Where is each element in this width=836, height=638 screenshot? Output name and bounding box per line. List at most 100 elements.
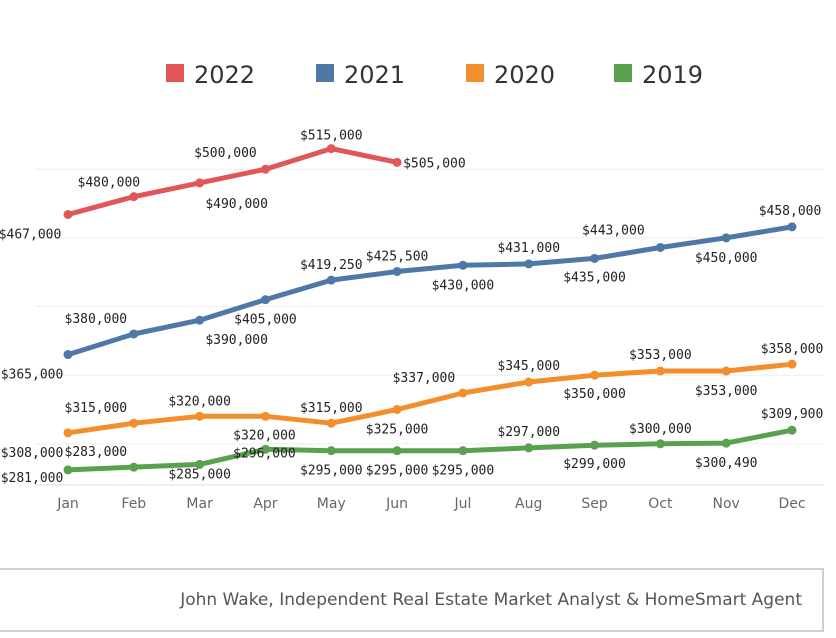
x-tick-label: Aug	[515, 496, 542, 512]
data-point	[195, 315, 205, 325]
legend-item: 2021	[316, 61, 405, 89]
data-label: $296,000	[233, 446, 296, 461]
data-point	[326, 418, 336, 428]
x-tick-label: Oct	[648, 496, 673, 512]
series-line	[65, 427, 795, 473]
data-point	[458, 446, 468, 456]
x-tick-label: Nov	[713, 496, 740, 512]
data-label: $300,000	[629, 422, 692, 437]
legend-label: 2019	[642, 61, 703, 89]
data-label: $308,000	[1, 446, 64, 461]
data-point	[260, 164, 270, 174]
x-tick-label: Feb	[121, 496, 146, 512]
data-label: $419,250	[300, 258, 363, 273]
legend-swatch	[316, 64, 334, 82]
series-lines	[65, 146, 795, 473]
data-label: $505,000	[403, 156, 466, 171]
line-chart: 2022 2021 2020 2019 $467,000 $480,000 $490,00…	[0, 61, 824, 512]
data-point	[787, 359, 797, 369]
data-label: $337,000	[393, 371, 456, 386]
series-line	[65, 146, 400, 217]
data-point	[590, 370, 600, 380]
data-label: $353,000	[629, 348, 692, 363]
data-point	[260, 444, 270, 454]
legend-item: 2019	[614, 61, 703, 89]
data-label: $295,000	[432, 464, 495, 479]
data-point	[721, 233, 731, 243]
data-point	[195, 459, 205, 469]
data-label: $480,000	[78, 176, 141, 191]
data-points	[63, 144, 797, 475]
data-label: $435,000	[563, 270, 626, 285]
legend-swatch	[466, 64, 484, 82]
legend-item: 2022	[166, 61, 255, 89]
data-point	[392, 446, 402, 456]
data-label: $443,000	[582, 223, 645, 238]
x-tick-label: Sep	[581, 496, 608, 512]
data-label: $285,000	[168, 467, 231, 482]
series-line	[65, 224, 795, 358]
data-point	[326, 275, 336, 285]
data-labels: $467,000 $480,000 $490,000 $500,000 $515,000…	[0, 129, 823, 486]
legend-label: 2022	[194, 61, 255, 89]
data-label: $425,500	[366, 249, 429, 264]
data-label: $490,000	[205, 197, 268, 212]
gridlines	[35, 168, 824, 486]
data-label: $320,000	[168, 394, 231, 409]
data-point	[590, 440, 600, 450]
x-axis: Jan Feb Mar Apr May Jun Jul Aug Sep Oct Nov Dec	[56, 496, 805, 512]
data-label: $295,000	[300, 464, 363, 479]
data-label: $350,000	[563, 387, 626, 402]
data-point	[787, 222, 797, 232]
series-line	[65, 361, 795, 436]
x-tick-label: Mar	[186, 496, 213, 512]
legend-label: 2020	[494, 61, 555, 89]
data-point	[787, 425, 797, 435]
footer-credit: John Wake, Independent Real Estate Marke…	[0, 568, 824, 632]
data-point	[590, 253, 600, 263]
data-point	[458, 388, 468, 398]
data-point	[458, 260, 468, 270]
data-label: $299,000	[563, 457, 626, 472]
data-point	[524, 259, 534, 269]
data-label: $515,000	[300, 129, 363, 144]
data-label: $430,000	[432, 278, 495, 293]
data-label: $353,000	[695, 384, 758, 399]
data-label: $320,000	[233, 428, 296, 443]
data-label: $309,900	[761, 407, 824, 422]
data-point	[129, 462, 139, 472]
data-label: $283,000	[65, 445, 128, 460]
data-label: $297,000	[497, 425, 560, 440]
x-tick-label: May	[317, 496, 346, 512]
x-tick-label: Jul	[453, 496, 471, 512]
data-label: $431,000	[497, 241, 560, 256]
data-label: $281,000	[1, 471, 64, 486]
data-label: $325,000	[366, 422, 429, 437]
data-point	[195, 411, 205, 421]
x-tick-label: Apr	[253, 496, 277, 512]
data-point	[524, 443, 534, 453]
data-label: $380,000	[65, 312, 128, 327]
data-point	[195, 178, 205, 188]
x-tick-label: Dec	[778, 496, 805, 512]
data-label: $458,000	[759, 204, 822, 219]
legend-swatch	[166, 64, 184, 82]
data-label: $500,000	[194, 146, 257, 161]
legend: 2022 2021 2020 2019	[166, 61, 703, 89]
data-point	[129, 329, 139, 339]
data-label: $358,000	[761, 342, 824, 357]
data-point	[260, 411, 270, 421]
data-label: $315,000	[300, 401, 363, 416]
data-point	[655, 366, 665, 376]
data-point	[721, 438, 731, 448]
data-label: $405,000	[234, 313, 297, 328]
data-point	[129, 418, 139, 428]
data-point	[63, 350, 73, 360]
data-point	[326, 446, 336, 456]
data-label: $467,000	[0, 228, 61, 243]
legend-swatch	[614, 64, 632, 82]
data-label: $345,000	[497, 359, 560, 374]
data-label: $390,000	[205, 333, 268, 348]
data-label: $450,000	[695, 251, 758, 266]
data-point	[655, 439, 665, 449]
